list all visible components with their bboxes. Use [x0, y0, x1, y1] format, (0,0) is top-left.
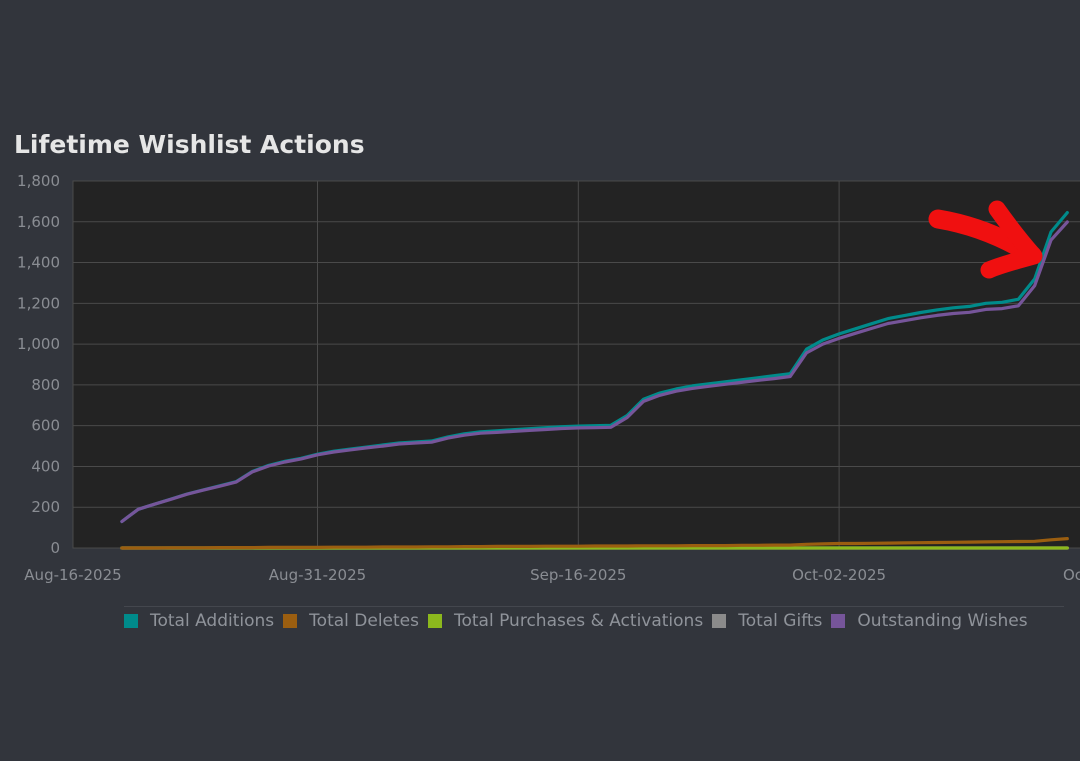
legend-swatch: [283, 614, 298, 628]
y-tick-label: 1,600: [17, 213, 60, 231]
series-lines: [120, 211, 1069, 550]
legend-label: Total Deletes: [309, 611, 419, 631]
y-tick-label: 400: [31, 457, 60, 475]
x-tick-label: Aug-16-2025: [24, 566, 121, 584]
red-arrow-annotation: [928, 200, 1043, 279]
x-tick-label: Oc: [1063, 566, 1080, 584]
chart-title: Lifetime Wishlist Actions: [14, 130, 365, 159]
legend-label: Total Gifts: [738, 611, 823, 631]
y-tick-label: 600: [31, 417, 60, 435]
legend-swatch: [428, 614, 442, 628]
legend-swatch: [831, 614, 846, 628]
series-line-outstanding-wishes: [120, 220, 1069, 524]
y-axis: 0 200 400 600 800 1,000 1,200 1,400 1,600 1,800: [17, 172, 60, 557]
legend-label: Total Purchases & Activations: [454, 611, 704, 631]
legend-label: Outstanding Wishes: [857, 611, 1028, 631]
legend-item[interactable]: Total Additions: [124, 611, 274, 631]
legend-label: Total Additions: [150, 611, 275, 631]
chart-legend: Total Additions Total Deletes Total Purcha…: [124, 606, 1064, 631]
x-tick-label: Oct-02-2025: [792, 566, 886, 584]
legend-item[interactable]: Total Gifts: [712, 611, 822, 631]
legend-item[interactable]: Total Purchases & Activations: [428, 611, 703, 631]
x-tick-label: Aug-31-2025: [269, 566, 366, 584]
y-tick-label: 0: [50, 539, 60, 557]
series-line-total-deletes: [120, 536, 1069, 550]
y-tick-label: 1,400: [17, 254, 60, 272]
plot-area: [72, 180, 1080, 549]
legend-item[interactable]: Total Deletes: [283, 611, 419, 631]
y-tick-label: 1,000: [17, 335, 60, 353]
x-axis: Aug-16-2025 Aug-31-2025 Sep-16-2025 Oct-02-…: [24, 566, 1080, 584]
legend-item[interactable]: Outstanding Wishes: [831, 611, 1028, 631]
y-tick-label: 200: [31, 498, 60, 516]
grid-lines: [73, 180, 1080, 549]
y-tick-label: 1,200: [17, 294, 60, 312]
red-arrow-head: [980, 200, 1043, 279]
x-tick-label: Sep-16-2025: [530, 566, 626, 584]
y-tick-label: 800: [31, 376, 60, 394]
y-tick-label: 1,800: [17, 172, 60, 190]
legend-swatch: [712, 614, 727, 628]
legend-swatch: [124, 614, 138, 628]
